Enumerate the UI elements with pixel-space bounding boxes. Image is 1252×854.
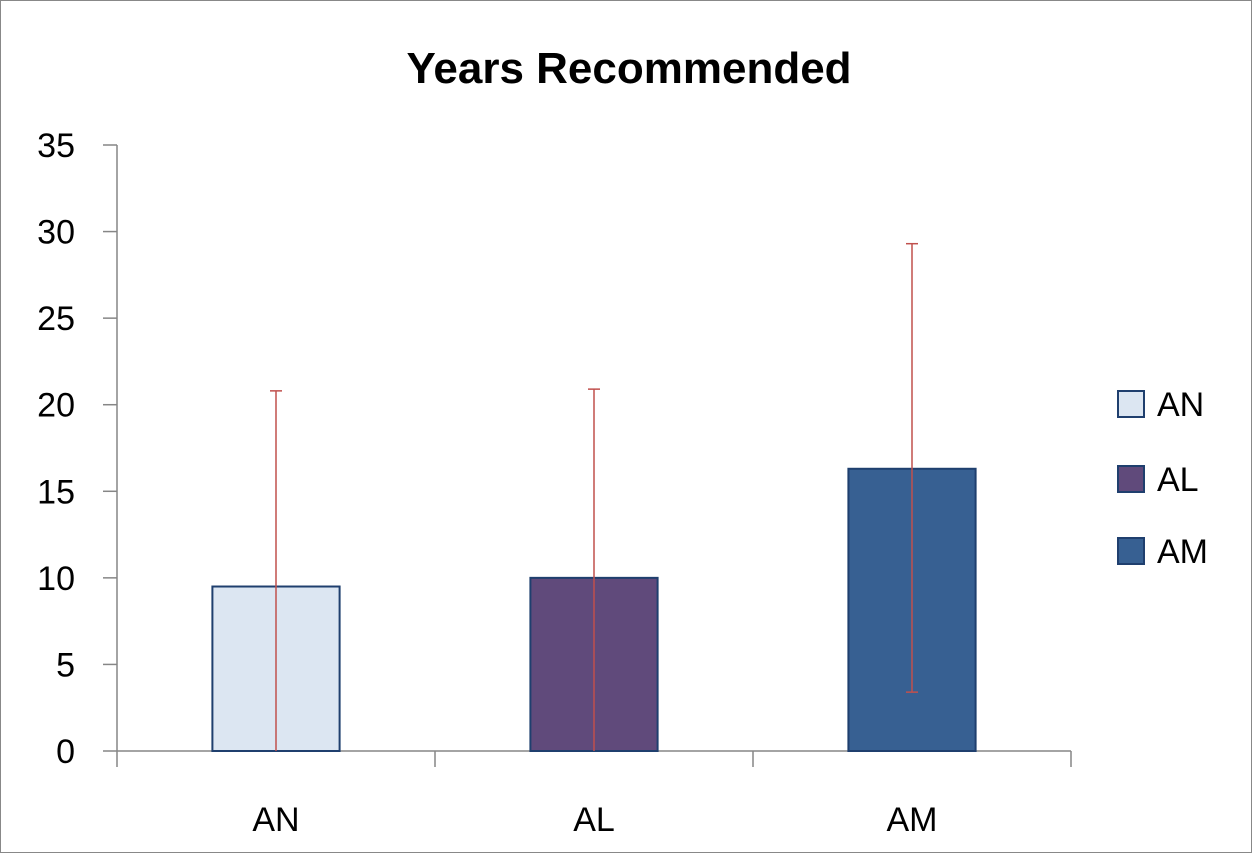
axes: 0 5 10 15 20 25 30 35 AN AL AM <box>37 127 1072 839</box>
y-tick-label: 10 <box>37 560 75 598</box>
y-tick-label: 30 <box>37 214 75 252</box>
legend-label: AM <box>1157 533 1208 571</box>
x-tick-label: AM <box>887 801 938 839</box>
error-bars <box>270 242 918 751</box>
y-tick-label: 0 <box>56 733 75 771</box>
y-tick-label: 35 <box>37 127 75 165</box>
y-tick-label: 5 <box>56 646 75 684</box>
y-tick-label: 25 <box>37 300 75 338</box>
legend-swatch-al <box>1117 465 1145 493</box>
legend-label: AL <box>1157 461 1199 499</box>
legend-swatch-an <box>1117 390 1145 418</box>
x-tick-label: AL <box>573 801 615 839</box>
x-tick-label: AN <box>252 801 299 839</box>
legend-swatch-am <box>1117 537 1145 565</box>
y-tick-label: 20 <box>37 387 75 425</box>
chart-title: Years Recommended <box>406 44 851 93</box>
y-tick-label: 15 <box>37 473 75 511</box>
legend: AN AL AM <box>1117 386 1208 571</box>
legend-label: AN <box>1157 386 1204 424</box>
